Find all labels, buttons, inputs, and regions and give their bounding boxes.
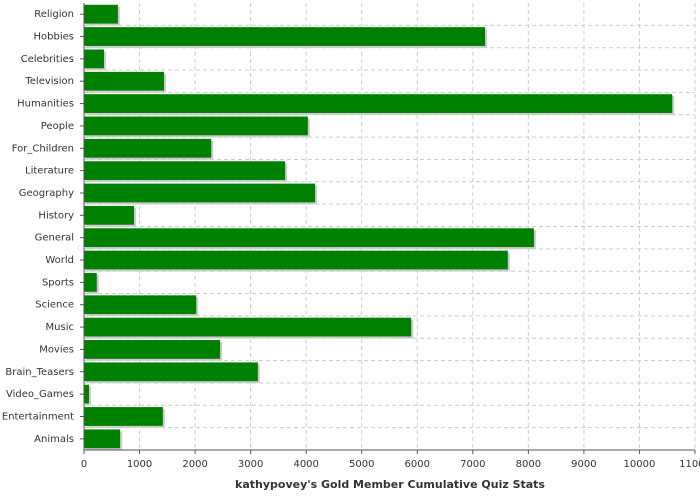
y-tick-label: History	[38, 210, 74, 221]
x-tick-label: 11000	[679, 459, 700, 470]
y-tick-label: For_Children	[12, 143, 74, 154]
y-tick-label: Literature	[25, 166, 74, 177]
y-tick-label: Humanities	[17, 99, 74, 110]
bar	[84, 4, 118, 24]
y-tick-label: Brain_Teasers	[5, 367, 74, 378]
y-tick-label: World	[45, 255, 74, 266]
x-tick-label: 10000	[624, 459, 656, 470]
bar	[84, 116, 308, 136]
y-tick-label: Science	[35, 300, 74, 311]
x-tick-label: 8000	[516, 459, 541, 470]
y-tick-label: Television	[24, 76, 74, 87]
x-tick-label: 3000	[238, 459, 263, 470]
x-tick-label: 1000	[127, 459, 152, 470]
x-tick-label: 0	[81, 459, 87, 470]
x-tick-label: 7000	[460, 459, 485, 470]
bar	[84, 429, 121, 449]
y-tick-label: Animals	[34, 434, 74, 445]
bar	[84, 228, 534, 248]
y-tick-label: Music	[46, 322, 74, 333]
y-tick-label: Entertainment	[2, 411, 74, 422]
bar	[84, 27, 486, 46]
bar	[84, 340, 221, 359]
bar	[84, 138, 212, 158]
y-tick-label: Sports	[42, 277, 74, 288]
y-tick-label: Geography	[19, 188, 74, 199]
bar	[84, 94, 673, 113]
bar	[84, 295, 197, 315]
bar	[84, 317, 412, 337]
y-tick-label: General	[35, 233, 74, 244]
x-tick-label: 9000	[571, 459, 596, 470]
bar	[84, 161, 286, 181]
bar	[84, 183, 316, 203]
x-tick-label: 4000	[293, 459, 318, 470]
bar	[84, 407, 163, 426]
y-tick-label: Movies	[39, 344, 74, 355]
y-tick-label: Celebrities	[21, 54, 74, 65]
bar	[84, 272, 97, 292]
bar	[84, 362, 258, 382]
bar	[84, 205, 134, 225]
y-tick-label: Religion	[34, 9, 74, 20]
y-tick-label: People	[41, 121, 74, 132]
x-tick-label: 2000	[182, 459, 207, 470]
x-tick-label: 5000	[349, 459, 374, 470]
chart-title: kathypovey's Gold Member Cumulative Quiz…	[235, 478, 545, 491]
y-tick-label: Hobbies	[34, 32, 74, 43]
bar	[84, 49, 104, 69]
x-tick-label: 6000	[405, 459, 430, 470]
bar	[84, 250, 508, 270]
bar	[84, 71, 164, 91]
y-tick-label: Video_Games	[6, 389, 74, 400]
bar	[84, 384, 89, 404]
